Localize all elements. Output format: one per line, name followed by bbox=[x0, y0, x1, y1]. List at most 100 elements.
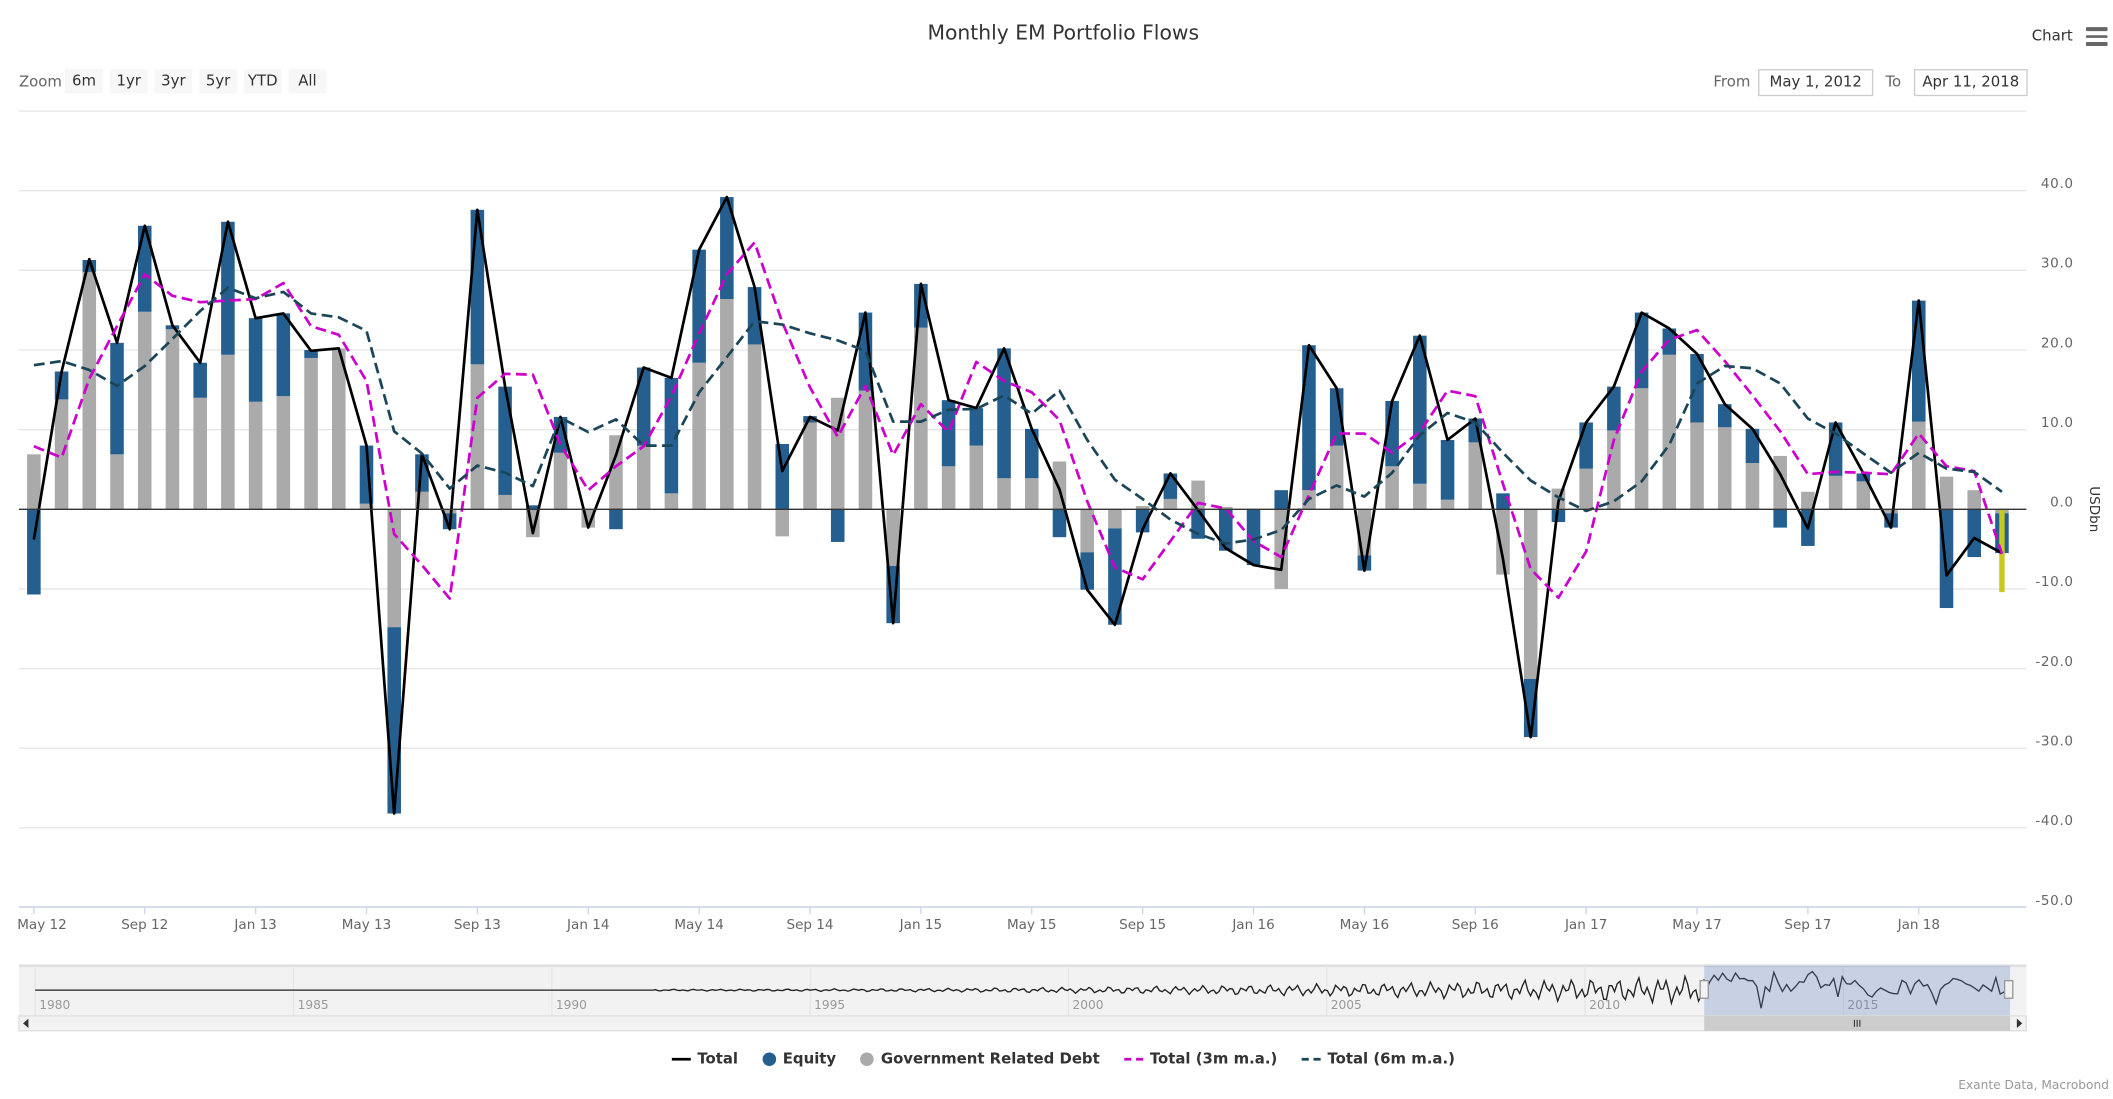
x-tick-label: May 17 bbox=[1672, 917, 1722, 933]
circle-symbol-icon bbox=[860, 1051, 875, 1066]
to-date-input[interactable]: Apr 11, 2018 bbox=[1913, 69, 2028, 97]
ma3-line bbox=[33, 241, 2004, 600]
x-tick-label: May 14 bbox=[674, 917, 724, 933]
debt-bar bbox=[470, 364, 485, 510]
debt-bar bbox=[1163, 498, 1178, 510]
debt-bar bbox=[1717, 427, 1732, 510]
debt-bar bbox=[1191, 480, 1205, 510]
x-tick-label: Sep 14 bbox=[786, 917, 833, 933]
equity-bar bbox=[720, 197, 734, 300]
debt-bar bbox=[276, 396, 291, 510]
navigator-left-handle[interactable] bbox=[1699, 979, 1709, 999]
x-tick-label: Jan 14 bbox=[566, 917, 609, 933]
line-symbol-icon bbox=[671, 1057, 691, 1060]
equity-bar bbox=[1745, 428, 1760, 464]
chart-menu-label[interactable]: Chart bbox=[2031, 27, 2073, 45]
equity-bar bbox=[1163, 473, 1178, 499]
equity-bar bbox=[1052, 509, 1067, 538]
debt-bar bbox=[165, 329, 180, 510]
debt-bar bbox=[941, 466, 956, 510]
debt-bar bbox=[636, 445, 651, 510]
equity-bar bbox=[1579, 422, 1593, 469]
debt-bar bbox=[1690, 422, 1704, 510]
y-tick-label: 30.0 bbox=[2041, 256, 2074, 272]
navigator-year-label: 1995 bbox=[814, 998, 845, 1012]
debt-bar bbox=[830, 397, 845, 510]
debt-bar bbox=[1828, 475, 1843, 510]
legend-item-ma3[interactable]: Total (3m m.a.) bbox=[1124, 1049, 1278, 1068]
y-axis-title: USDbn bbox=[2086, 486, 2102, 532]
debt-bar bbox=[1080, 509, 1094, 553]
zoom-3yr-button[interactable]: 3yr bbox=[154, 69, 193, 94]
legend-label: Total bbox=[697, 1049, 739, 1068]
equity-bar bbox=[830, 509, 845, 542]
debt-bar bbox=[1662, 354, 1677, 510]
x-tick-label: Sep 17 bbox=[1784, 917, 1831, 933]
navigator-series-line bbox=[35, 969, 2009, 1009]
debt-bar bbox=[304, 357, 318, 510]
y-tick-label: 20.0 bbox=[2041, 335, 2074, 351]
legend-item-equity[interactable]: Equity bbox=[762, 1050, 836, 1067]
legend-item-total[interactable]: Total bbox=[671, 1049, 739, 1068]
equity-bar bbox=[1108, 528, 1122, 625]
scrollbar-track bbox=[18, 1015, 2027, 1032]
navigator-right-handle[interactable] bbox=[2003, 979, 2014, 999]
from-date-input[interactable]: May 1, 2012 bbox=[1758, 69, 1874, 97]
legend-item-ma6[interactable]: Total (6m m.a.) bbox=[1301, 1050, 1455, 1067]
equity-bar bbox=[387, 627, 401, 814]
equity-bar bbox=[304, 350, 318, 358]
debt-bar bbox=[858, 390, 873, 510]
debt-bar bbox=[1856, 481, 1871, 510]
x-tick-label: Jan 15 bbox=[899, 917, 942, 933]
zoom-all-button[interactable]: All bbox=[288, 69, 327, 94]
equity-bar bbox=[1717, 404, 1732, 428]
equity-bar bbox=[1246, 509, 1261, 566]
navigator-selection-mask bbox=[1704, 965, 2011, 1016]
equity-bar bbox=[526, 505, 540, 510]
equity-bar bbox=[941, 400, 956, 467]
x-tick-label: Jan 18 bbox=[1897, 917, 1940, 933]
from-label: From bbox=[1713, 73, 1751, 91]
debt-bar bbox=[1634, 388, 1649, 510]
equity-bar bbox=[1773, 509, 1787, 528]
legend-label: Total (3m m.a.) bbox=[1149, 1049, 1278, 1068]
equity-bar bbox=[137, 225, 152, 312]
navigator-year-label: 1990 bbox=[556, 998, 587, 1012]
debt-bar bbox=[82, 271, 97, 510]
debt-bar bbox=[1496, 509, 1510, 575]
zoom-ytd-button[interactable]: YTD bbox=[243, 69, 282, 94]
equity-bar bbox=[1413, 335, 1427, 484]
legend-item-debt[interactable]: Government Related Debt bbox=[860, 1049, 1100, 1068]
debt-bar bbox=[1523, 509, 1538, 679]
to-label: To bbox=[1885, 73, 1902, 91]
legend-label: Government Related Debt bbox=[880, 1049, 1100, 1068]
equity-bar bbox=[1856, 473, 1871, 482]
debt-bar bbox=[137, 311, 152, 510]
debt-bar bbox=[886, 509, 900, 566]
debt-bar bbox=[1024, 478, 1039, 510]
y-tick-label: -30.0 bbox=[2035, 734, 2073, 750]
navigator-year-label: 2000 bbox=[1072, 998, 1103, 1012]
x-tick-label: May 13 bbox=[342, 917, 392, 933]
scroll-left-arrow-icon[interactable] bbox=[23, 1018, 29, 1029]
x-tick-label: Sep 12 bbox=[121, 917, 168, 933]
hamburger-icon[interactable] bbox=[2085, 27, 2108, 46]
dash-symbol-icon bbox=[1301, 1057, 1321, 1060]
zoom-1yr-button[interactable]: 1yr bbox=[109, 69, 148, 94]
debt-bar bbox=[1440, 499, 1455, 510]
zoom-5yr-button[interactable]: 5yr bbox=[199, 69, 238, 94]
equity-bar bbox=[997, 348, 1011, 479]
scroll-right-arrow-icon[interactable] bbox=[2016, 1018, 2023, 1029]
debt-bar bbox=[387, 509, 401, 628]
debt-bar bbox=[1912, 421, 1926, 510]
equity-bar bbox=[1302, 345, 1316, 491]
x-tick-label: Sep 13 bbox=[454, 917, 501, 933]
zoom-6m-button[interactable]: 6m bbox=[65, 69, 103, 94]
equity-bar bbox=[1551, 509, 1566, 523]
debt-bar bbox=[221, 354, 235, 510]
credits[interactable]: Exante Data, Macrobond bbox=[1958, 1079, 2109, 1094]
equity-bar bbox=[1440, 439, 1455, 500]
debt-bar bbox=[442, 509, 457, 514]
equity-bar bbox=[498, 386, 512, 495]
equity-bar bbox=[1135, 509, 1150, 533]
